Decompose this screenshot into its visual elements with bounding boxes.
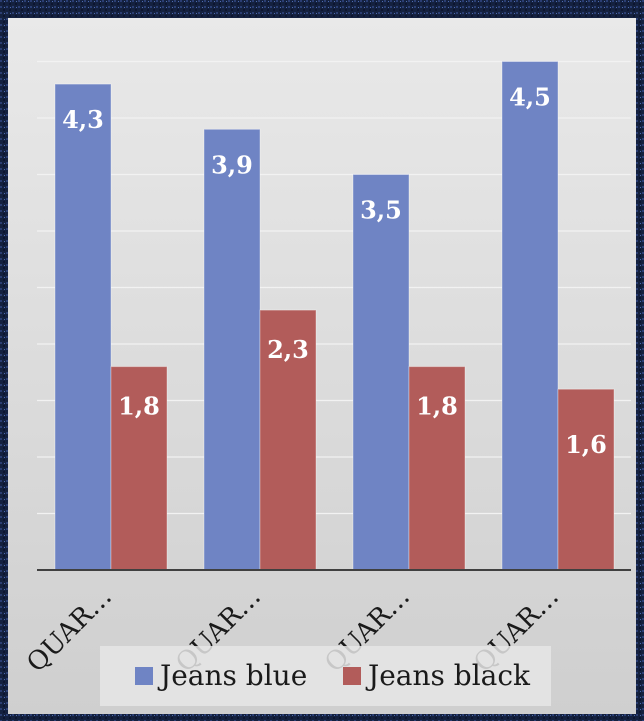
data-label: 3,9 bbox=[211, 150, 253, 179]
data-label: 2,3 bbox=[267, 335, 309, 364]
bar-jeans-black-4 bbox=[558, 389, 614, 570]
data-label: 4,3 bbox=[62, 105, 104, 134]
data-label: 4,5 bbox=[509, 83, 551, 112]
data-label: 1,8 bbox=[416, 392, 458, 421]
bar-jeans-blue-4 bbox=[502, 62, 558, 571]
bar-jeans-blue-1 bbox=[55, 84, 111, 570]
legend-swatch-jeans-blue bbox=[135, 667, 153, 685]
legend-label: Jeans blue bbox=[157, 659, 307, 692]
legend: Jeans blue Jeans black bbox=[100, 646, 551, 706]
data-label: 1,8 bbox=[118, 392, 160, 421]
data-label: 3,5 bbox=[360, 196, 402, 225]
bar-jeans-blue-2 bbox=[204, 129, 260, 570]
bar-jeans-blue-3 bbox=[353, 175, 409, 571]
legend-swatch-jeans-black bbox=[343, 667, 361, 685]
legend-label: Jeans black bbox=[365, 659, 531, 692]
data-label: 1,6 bbox=[565, 430, 607, 459]
